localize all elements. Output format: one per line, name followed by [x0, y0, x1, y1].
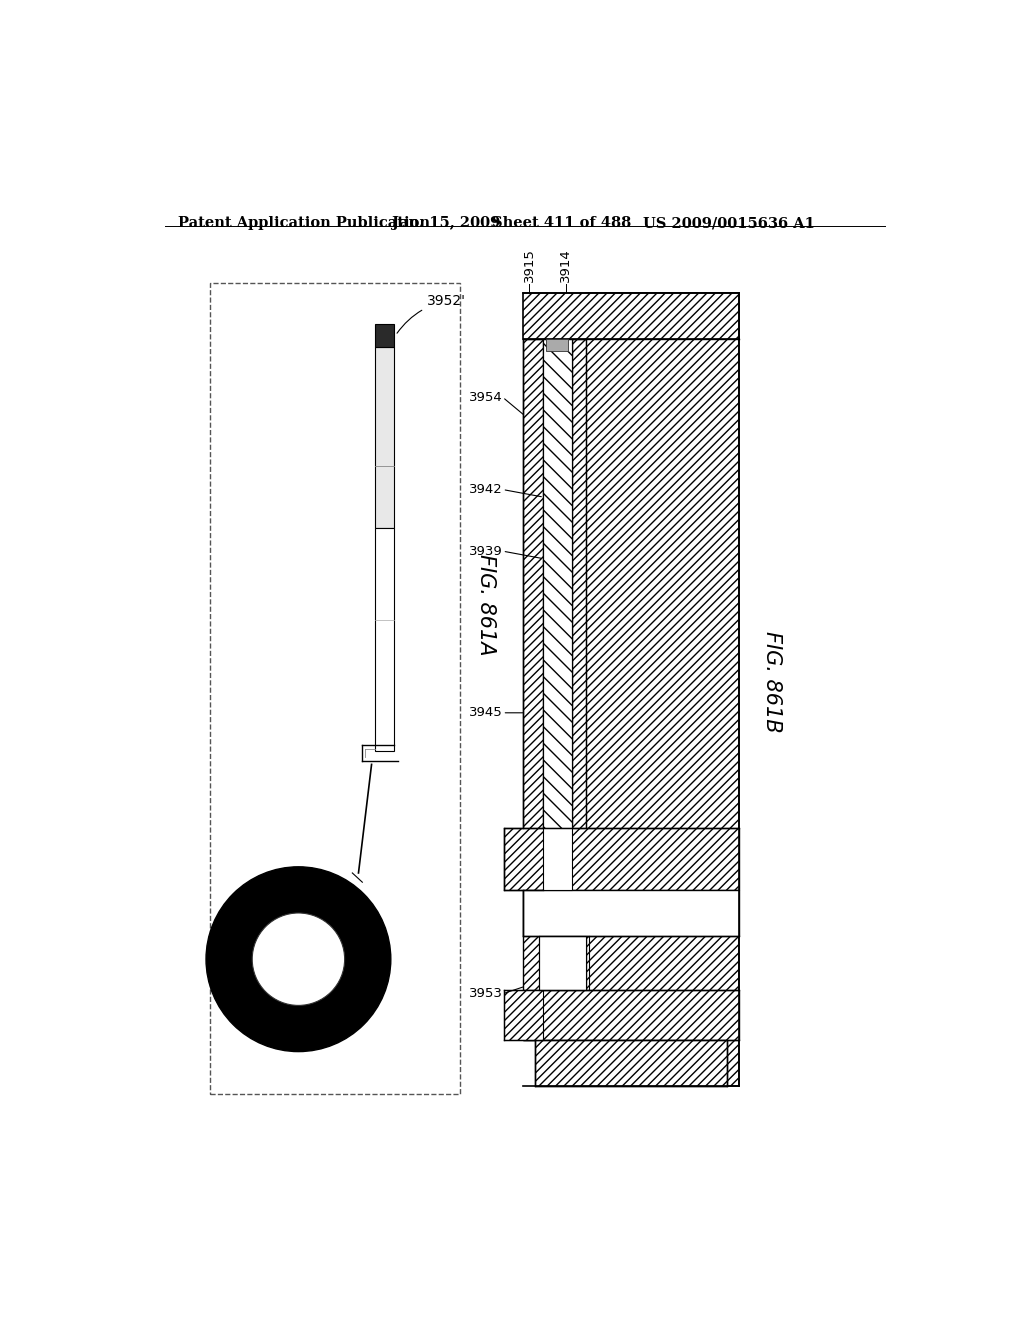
Bar [535, 1040, 727, 1086]
Text: 3945: 3945 [469, 706, 503, 719]
Text: 3915: 3915 [523, 248, 536, 281]
Text: US 2009/0015636 A1: US 2009/0015636 A1 [643, 216, 814, 230]
Bar [523, 293, 739, 339]
Text: 3952: 3952 [230, 917, 266, 972]
Bar [543, 829, 571, 890]
Text: 3952': 3952' [397, 294, 466, 333]
Circle shape [252, 913, 345, 1006]
Bar [523, 990, 739, 1040]
Bar [586, 293, 739, 1086]
Text: 3939: 3939 [469, 545, 503, 557]
Bar [523, 339, 543, 1040]
Bar [543, 339, 571, 829]
Bar [210, 284, 460, 1094]
Bar [539, 936, 586, 990]
Text: 3953: 3953 [469, 987, 503, 1001]
Bar [547, 339, 568, 351]
Bar [504, 990, 543, 1040]
Text: 3942: 3942 [469, 483, 503, 496]
Text: Jan. 15, 2009: Jan. 15, 2009 [392, 216, 501, 230]
Text: FIG. 861A: FIG. 861A [475, 554, 496, 656]
Circle shape [206, 867, 391, 1052]
Bar [504, 829, 739, 890]
Text: 3954: 3954 [469, 391, 503, 404]
Text: FIG. 861B: FIG. 861B [762, 631, 782, 733]
Bar [523, 890, 739, 936]
Bar [376, 528, 394, 751]
Bar [571, 339, 586, 1040]
Bar [376, 323, 394, 347]
Text: Patent Application Publication: Patent Application Publication [178, 216, 430, 230]
Bar [376, 347, 394, 528]
Text: Sheet 411 of 488: Sheet 411 of 488 [493, 216, 632, 230]
Text: 3914: 3914 [559, 248, 572, 281]
